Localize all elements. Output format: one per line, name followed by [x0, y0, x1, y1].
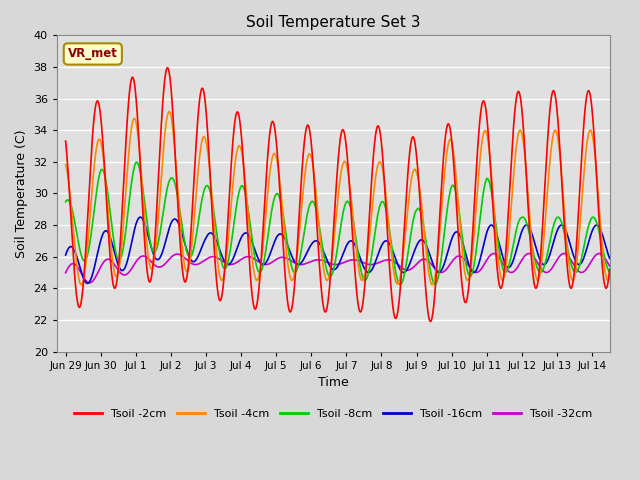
X-axis label: Time: Time [318, 376, 349, 389]
Legend: Tsoil -2cm, Tsoil -4cm, Tsoil -8cm, Tsoil -16cm, Tsoil -32cm: Tsoil -2cm, Tsoil -4cm, Tsoil -8cm, Tsoi… [70, 405, 596, 423]
Text: VR_met: VR_met [68, 48, 118, 60]
Y-axis label: Soil Temperature (C): Soil Temperature (C) [15, 129, 28, 258]
Title: Soil Temperature Set 3: Soil Temperature Set 3 [246, 15, 420, 30]
